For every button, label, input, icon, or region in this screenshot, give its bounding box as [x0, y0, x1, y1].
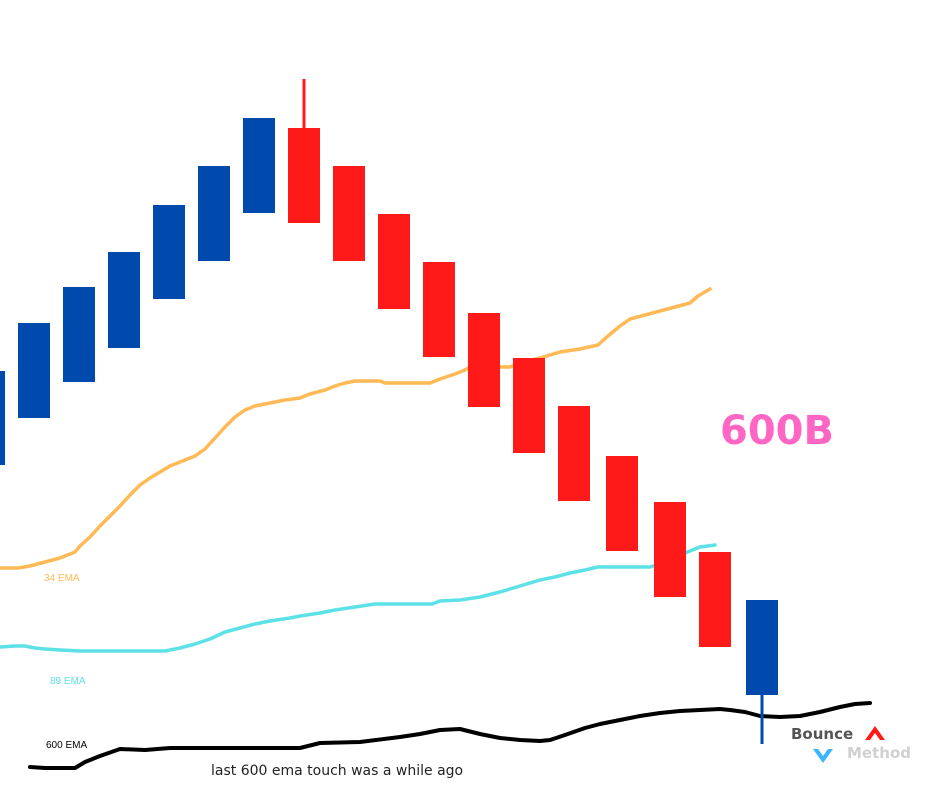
bullish-candle: [0, 371, 5, 465]
bearish-candle: [606, 456, 638, 551]
bearish-candle: [288, 128, 320, 223]
candles: [0, 79, 778, 744]
ema-89-label: 89 EMA: [50, 676, 86, 687]
bullish-candle: [63, 287, 95, 382]
bullish-candle: [108, 252, 140, 348]
bullish-candle: [18, 323, 50, 418]
bullish-candle: [198, 166, 230, 261]
candle-wick: [760, 695, 764, 744]
bearish-candle: [423, 262, 455, 357]
up-chevron-icon: [865, 726, 885, 740]
ema-89-line: [0, 543, 717, 653]
logo-word-bounce: Bounce: [791, 725, 854, 743]
bullish-candle: [746, 600, 778, 695]
bearish-candle: [654, 502, 686, 597]
bearish-candle: [378, 214, 410, 309]
bearish-candle: [513, 358, 545, 453]
ema-600-label: 600 EMA: [46, 740, 88, 751]
ema-lines: [0, 287, 872, 770]
logo-word-method: Method: [847, 744, 911, 762]
logo-icons: [813, 726, 885, 763]
highlight-label: 600B: [720, 408, 834, 454]
bearish-candle: [468, 313, 500, 407]
bullish-candle: [153, 205, 185, 299]
ema-34-line: [0, 287, 712, 570]
bearish-candle: [558, 406, 590, 501]
bearish-candle: [333, 166, 365, 261]
bullish-candle: [243, 118, 275, 213]
candle-wick: [302, 79, 306, 128]
annotation-text: last 600 ema touch was a while ago: [211, 763, 464, 779]
ema-34-label: 34 EMA: [44, 573, 80, 584]
ema-600-line: [28, 701, 872, 770]
down-chevron-icon: [813, 749, 833, 763]
bearish-candle: [699, 552, 731, 647]
